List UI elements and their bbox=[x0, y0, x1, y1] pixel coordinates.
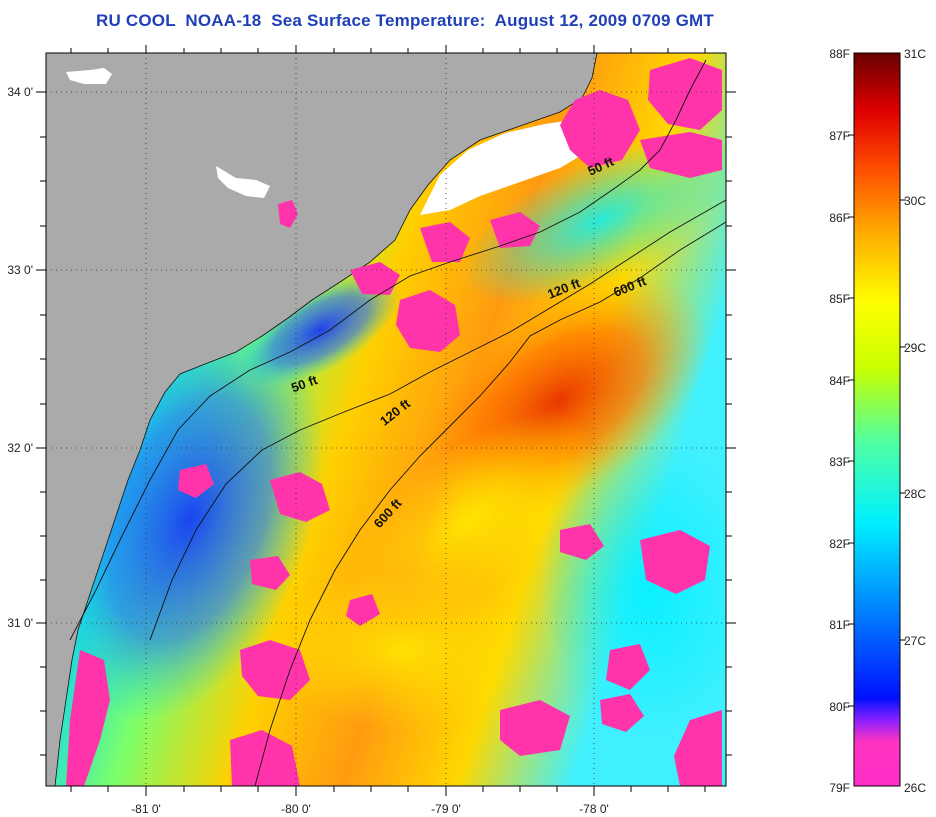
colorbar-f-labels: 88F 87F 86F 85F 84F 83F 82F 81F 80F 79F bbox=[829, 47, 850, 795]
map-frame bbox=[45, 52, 727, 787]
cloud-patches bbox=[66, 58, 722, 786]
map-title: RU COOL NOAA-18 Sea Surface Temperature:… bbox=[96, 11, 714, 30]
colorbar: 88F 87F 86F 85F 84F 83F 82F 81F 80F 79F … bbox=[829, 47, 926, 795]
no-data-area bbox=[420, 118, 600, 215]
cb-f-85: 85F bbox=[829, 292, 850, 306]
lon-label-80: -80 0' bbox=[281, 802, 311, 816]
axis-ticks bbox=[36, 45, 736, 796]
cb-f-81: 81F bbox=[829, 618, 850, 632]
contour-50ft bbox=[69, 59, 707, 641]
colorbar-gradient bbox=[853, 52, 901, 787]
bathymetry-contours bbox=[69, 59, 726, 786]
contour-120ft bbox=[149, 199, 726, 641]
cb-c-30: 30C bbox=[904, 194, 926, 208]
cb-f-79: 79F bbox=[829, 781, 850, 795]
lat-label-31: 31 0' bbox=[7, 616, 33, 630]
cyan-north bbox=[461, 136, 726, 304]
cool-offshore bbox=[540, 440, 726, 740]
lake-north bbox=[66, 68, 112, 84]
colorbar-c-labels: 31C 30C 29C 28C 27C 26C bbox=[904, 47, 926, 795]
cool-patch-north bbox=[239, 273, 401, 387]
cb-f-80: 80F bbox=[829, 700, 850, 714]
land-mass bbox=[46, 53, 598, 786]
cb-f-82: 82F bbox=[829, 537, 850, 551]
lon-label-79: -79 0' bbox=[431, 802, 461, 816]
graticule bbox=[46, 53, 726, 786]
longitude-labels: -81 0' -80 0' -79 0' -78 0' bbox=[131, 802, 609, 816]
cb-c-28: 28C bbox=[904, 487, 926, 501]
cb-c-26: 26C bbox=[904, 781, 926, 795]
colorbar-c-ticks bbox=[900, 199, 906, 641]
lon-label-78: -78 0' bbox=[579, 802, 609, 816]
inland-patch bbox=[278, 200, 298, 228]
cb-c-31: 31C bbox=[904, 47, 926, 61]
latitude-labels: 34 0' 33 0' 32 0' 31 0' bbox=[7, 85, 33, 630]
colorbar-f-ticks bbox=[848, 134, 854, 707]
cb-c-27: 27C bbox=[904, 634, 926, 648]
lon-label-81: -81 0' bbox=[131, 802, 161, 816]
lake-inland bbox=[216, 166, 270, 198]
sst-image: 50 ft 120 ft 600 ft 50 ft 120 ft 600 ft bbox=[46, 53, 726, 786]
lat-label-32: 32 0' bbox=[7, 441, 33, 455]
cb-f-88: 88F bbox=[829, 47, 850, 61]
cb-f-84: 84F bbox=[829, 374, 850, 388]
lat-label-34: 34 0' bbox=[7, 85, 33, 99]
cb-f-87: 87F bbox=[829, 129, 850, 143]
cb-f-86: 86F bbox=[829, 211, 850, 225]
contour-600ft bbox=[254, 221, 726, 786]
lat-label-33: 33 0' bbox=[7, 263, 33, 277]
warm-south bbox=[270, 570, 530, 730]
cb-c-29: 29C bbox=[904, 341, 926, 355]
cb-f-83: 83F bbox=[829, 455, 850, 469]
